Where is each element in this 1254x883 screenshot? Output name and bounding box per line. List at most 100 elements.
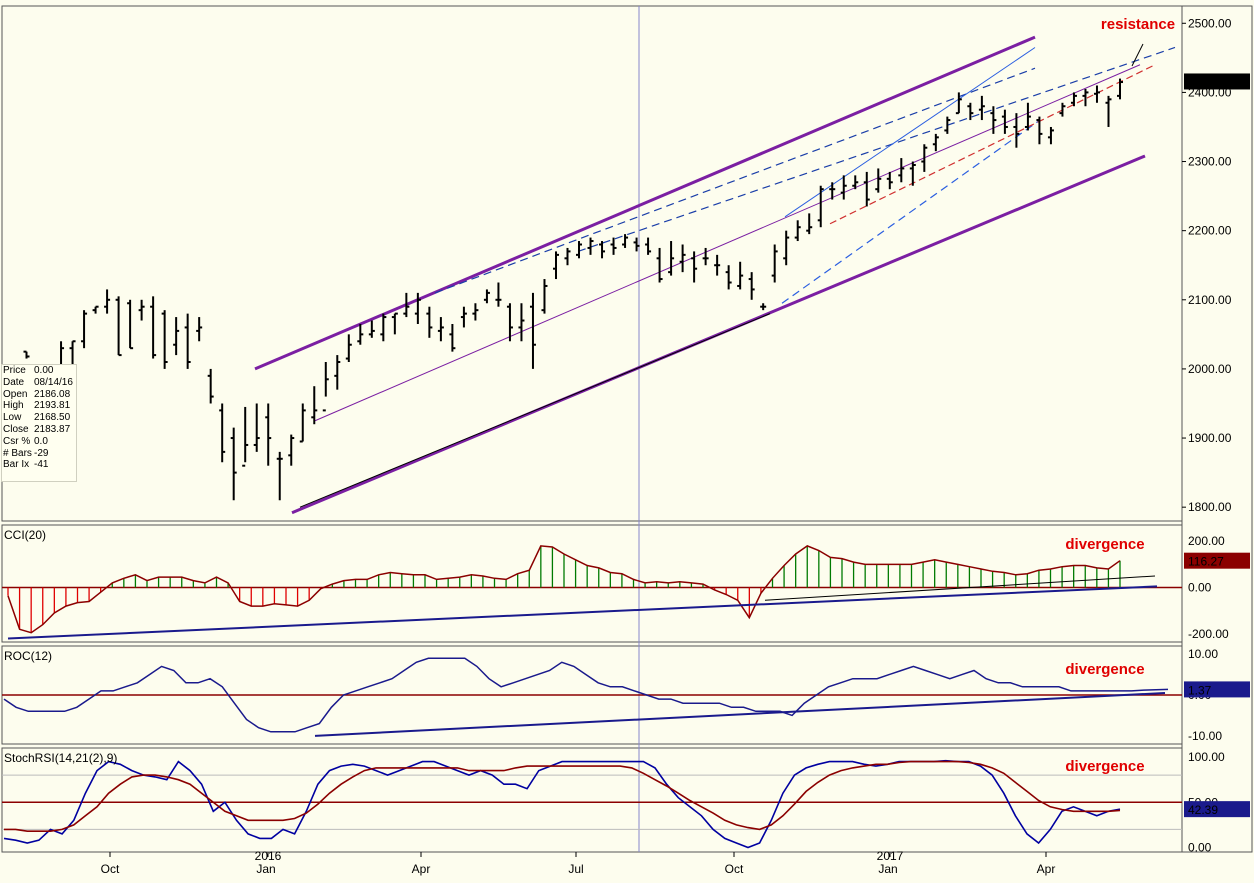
price-bar — [506, 303, 513, 342]
price-bar — [1070, 92, 1077, 107]
data-window-value: 08/14/16 — [34, 376, 73, 388]
price-bar — [1059, 102, 1066, 117]
price-bar — [299, 403, 306, 443]
price-axis-strip — [1181, 5, 1253, 853]
data-window-row: Open 2186.08 — [3, 389, 76, 401]
price-tick-label: 2300.00 — [1188, 155, 1232, 169]
price-bar — [645, 237, 652, 255]
price-bar — [92, 305, 99, 314]
price-tick-label: 1800.00 — [1188, 500, 1232, 514]
price-bar — [276, 451, 283, 501]
price-bar — [840, 175, 847, 200]
price-bar — [829, 182, 836, 200]
price-bar — [587, 237, 594, 255]
price-bar — [449, 323, 456, 352]
data-window-label: Open — [3, 388, 28, 400]
price-bar — [875, 168, 882, 193]
price-bar — [909, 161, 916, 186]
cci-title: CCI(20) — [4, 528, 46, 542]
price-bar — [932, 133, 939, 152]
price-bar — [23, 350, 30, 359]
price-bar — [426, 306, 433, 338]
data-window-value: 2193.81 — [34, 400, 71, 412]
price-bar — [863, 171, 870, 207]
data-window: Price 0.00 Date 08/14/16 Open 2186.08 High 2193… — [1, 364, 77, 482]
roc-divergence-annotation: divergence — [1065, 661, 1144, 678]
price-bar — [794, 220, 801, 242]
price-bar — [437, 317, 444, 342]
price-bar — [288, 434, 295, 466]
data-window-label: Close — [3, 423, 29, 435]
price-bar — [748, 272, 755, 300]
price-bar — [1013, 113, 1020, 148]
price-bar — [1093, 85, 1100, 103]
price-bar — [714, 254, 721, 276]
channel-upper-line — [254, 35, 1036, 371]
resistance-arrow — [1131, 43, 1144, 67]
roc-line — [3, 657, 1169, 733]
roc-title: ROC(12) — [4, 649, 52, 663]
price-bar — [702, 247, 709, 266]
data-window-label: High — [3, 400, 24, 412]
price-bar — [196, 317, 203, 342]
price-bar — [886, 171, 893, 190]
dashed-red-line — [829, 64, 1156, 225]
price-tick-label: 2500.00 — [1188, 16, 1232, 30]
price-bar — [230, 427, 237, 501]
x-axis-label: Jan — [878, 862, 897, 876]
price-bar — [345, 334, 352, 363]
cci-tick-label: -200.00 — [1188, 627, 1229, 641]
price-bar — [357, 323, 364, 345]
price-bar — [760, 303, 767, 311]
price-bar — [552, 251, 559, 280]
data-window-value: 0.0 — [34, 435, 48, 447]
price-bar — [737, 261, 744, 290]
price-bar — [219, 403, 226, 463]
price-bar — [564, 247, 571, 266]
roc-trendline — [314, 691, 1166, 737]
roc-tick-label: -10.00 — [1188, 729, 1222, 743]
price-bar — [104, 289, 111, 314]
stoch-title: StochRSI(14,21(2),9) — [4, 751, 117, 765]
data-window-row: Date 08/14/16 — [3, 377, 76, 389]
price-bar — [921, 144, 928, 172]
stoch-divergence-annotation: divergence — [1065, 758, 1144, 775]
data-window-value: -29 — [34, 447, 49, 459]
price-bar — [242, 406, 249, 467]
cci-tick-label: 200.00 — [1188, 534, 1225, 548]
data-window-row: High 2193.81 — [3, 400, 76, 412]
pane-0-frame — [1, 5, 1183, 522]
stoch-value-label: 42.39 — [1188, 803, 1218, 817]
price-bar — [1082, 88, 1089, 107]
data-window-label: Price — [3, 365, 26, 376]
data-window-value: 2186.08 — [34, 388, 71, 400]
price-bar — [518, 303, 525, 342]
price-bar — [495, 282, 502, 307]
price-bar — [138, 299, 145, 321]
price-bar — [391, 312, 398, 335]
cci-line — [7, 545, 1121, 634]
price-bar — [127, 299, 134, 350]
last-price-box — [1184, 73, 1250, 90]
price-bar — [472, 303, 479, 321]
data-window-row: Close 2183.87 — [3, 424, 76, 436]
dashed-fan-lower — [781, 119, 1041, 304]
price-bar — [81, 310, 88, 349]
price-bar — [541, 279, 548, 314]
price-bar — [115, 296, 122, 357]
price-bar — [173, 317, 180, 356]
roc-value-box — [1184, 681, 1250, 698]
price-bar — [207, 368, 214, 404]
pane-3-frame — [1, 747, 1183, 853]
price-bar — [483, 289, 490, 304]
price-bar — [1117, 78, 1123, 100]
data-window-value: 2183.87 — [34, 423, 71, 435]
price-bar — [725, 265, 732, 290]
stoch-value-box — [1184, 801, 1250, 818]
price-tick-label: 2100.00 — [1188, 293, 1232, 307]
price-bar — [668, 241, 675, 276]
x-axis-label: Jan — [256, 862, 275, 876]
pane-1-frame — [1, 524, 1183, 643]
price-tick-label: 2000.00 — [1188, 362, 1232, 376]
